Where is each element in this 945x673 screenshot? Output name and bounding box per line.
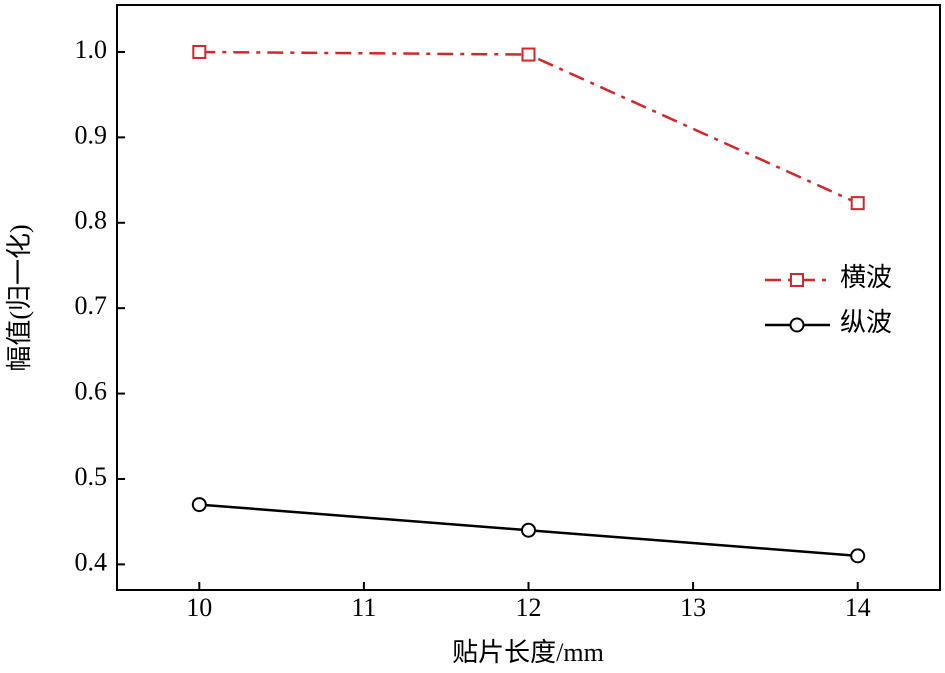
legend-label: 横波: [840, 263, 892, 292]
y-tick-label: 0.9: [75, 120, 108, 149]
x-axis-label: 贴片长度/mm: [452, 638, 604, 667]
y-tick-label: 1.0: [75, 35, 108, 64]
legend-label: 纵波: [840, 308, 892, 337]
point-marker: [521, 47, 536, 62]
legend-marker: [789, 317, 805, 333]
x-tick-label: 14: [845, 593, 871, 622]
x-tick-label: 10: [186, 593, 212, 622]
point-marker: [192, 44, 207, 59]
x-tick-label: 11: [351, 593, 376, 622]
series-line: [199, 50, 859, 205]
point-marker: [521, 522, 536, 538]
legend-marker: [790, 273, 804, 287]
point-marker: [191, 497, 207, 513]
point-marker: [850, 196, 865, 211]
y-tick-label: 0.4: [75, 547, 108, 576]
y-tick-label: 0.7: [75, 291, 108, 320]
x-tick-label: 12: [516, 593, 542, 622]
y-tick-label: 0.6: [75, 377, 108, 406]
x-tick-label: 13: [680, 593, 706, 622]
plot-frame: [116, 4, 941, 591]
point-marker: [850, 548, 866, 564]
y-tick-label: 0.5: [75, 462, 108, 491]
y-tick-label: 0.8: [75, 206, 108, 235]
y-axis-label: 幅值(归一化): [5, 224, 34, 371]
